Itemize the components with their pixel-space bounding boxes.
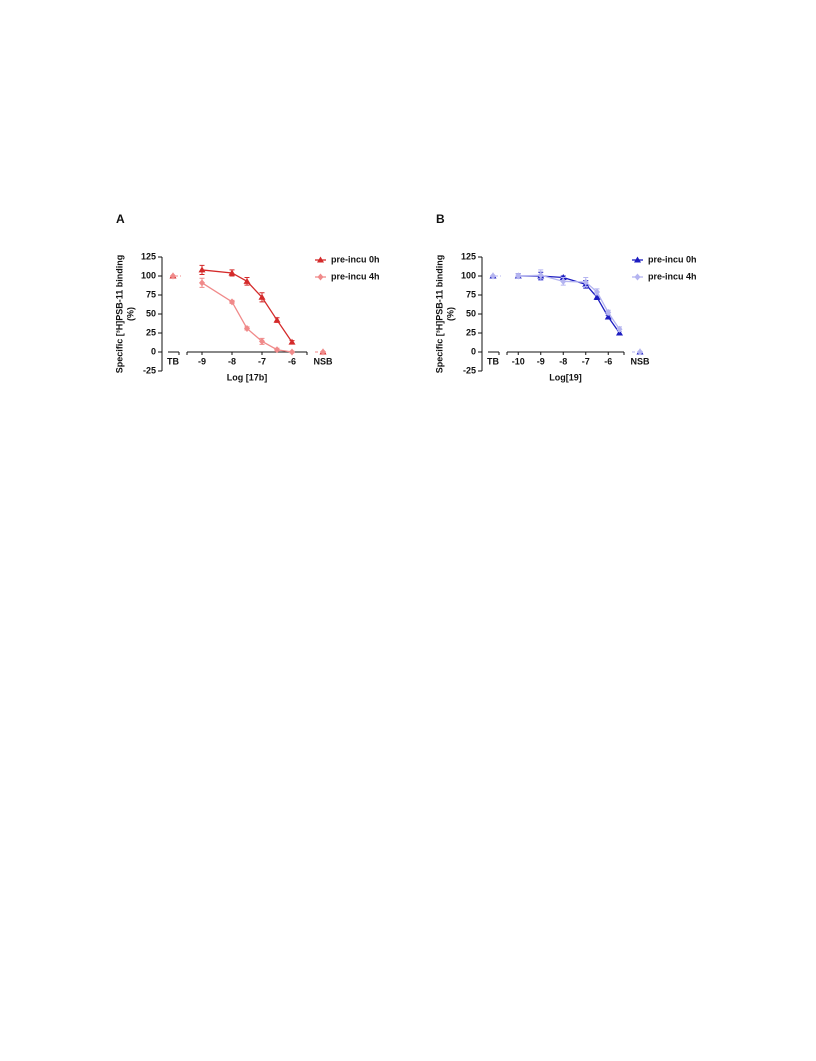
panel-label: B [436, 212, 445, 226]
y-tick-label: 100 [461, 270, 476, 280]
data-point [259, 337, 265, 345]
y-axis-label: Specific [³H]PSB-11 binding [434, 255, 444, 374]
x-break-label: NSB [313, 356, 333, 366]
data-point [616, 325, 623, 333]
y-tick-label: 125 [141, 251, 156, 261]
data-point [198, 266, 206, 273]
data-point [289, 348, 295, 356]
x-tick-label: -10 [512, 356, 525, 366]
data-point [229, 298, 235, 306]
legend-marker [317, 256, 324, 263]
data-point [243, 277, 251, 284]
data-point [604, 313, 612, 320]
nsb-point [637, 348, 643, 356]
x-tick-label: -6 [288, 356, 296, 366]
legend-label: pre-incu 4h [648, 271, 697, 281]
legend-marker [634, 256, 641, 263]
legend-marker [317, 273, 324, 281]
x-break-label: TB [487, 356, 499, 366]
data-point [228, 269, 236, 276]
chart: A -25 0 25 50 75 100 125 Specific [³H]PSB-11 bin… [114, 212, 379, 382]
x-tick-label: -8 [228, 356, 236, 366]
data-point [605, 308, 612, 316]
series-line [201, 269, 293, 343]
data-point [537, 271, 544, 279]
y-axis-label: Specific [³H]PSB-11 binding [114, 255, 124, 374]
y-tick-label: -25 [143, 365, 156, 375]
y-tick-label: 50 [146, 308, 156, 318]
x-tick-label: -6 [604, 356, 612, 366]
y-tick-label: 75 [466, 289, 476, 299]
data-point [199, 279, 205, 287]
x-tick-label: -7 [582, 356, 590, 366]
y-tick-label: 0 [471, 346, 476, 356]
data-point [593, 293, 601, 300]
x-axis-label: Log[19] [549, 372, 582, 382]
tb-point [490, 272, 496, 280]
y-tick-label: 0 [151, 346, 156, 356]
y-tick-label: 75 [146, 289, 156, 299]
legend-label: pre-incu 4h [331, 271, 380, 281]
x-break-label: TB [167, 356, 179, 366]
series-line [518, 274, 621, 330]
y-tick-label: 25 [146, 327, 156, 337]
x-tick-label: -8 [559, 356, 567, 366]
x-break-label: NSB [630, 356, 650, 366]
y-tick-label: 25 [466, 327, 476, 337]
y-axis-label: (%) [125, 307, 135, 321]
data-point [244, 324, 250, 332]
data-point [258, 293, 266, 300]
y-tick-label: 50 [466, 308, 476, 318]
y-tick-label: -25 [463, 365, 476, 375]
x-tick-label: -9 [537, 356, 545, 366]
x-axis-label: Log [17b] [227, 372, 268, 382]
data-point [274, 346, 280, 354]
nsb-point [320, 348, 326, 356]
data-point [515, 272, 522, 280]
x-tick-label: -9 [198, 356, 206, 366]
panel-label: A [116, 212, 125, 226]
y-axis-label: (%) [445, 307, 455, 321]
y-tick-label: 125 [461, 251, 476, 261]
data-point [288, 338, 296, 345]
legend-label: pre-incu 0h [648, 254, 697, 264]
legend-label: pre-incu 0h [331, 254, 380, 264]
data-point [560, 277, 567, 285]
data-point [273, 316, 281, 323]
data-point [582, 278, 589, 286]
chart: B -25 0 25 50 75 100 125 Specific [³H]PSB-11 bin… [434, 212, 696, 382]
tb-point [170, 272, 176, 280]
x-tick-label: -7 [258, 356, 266, 366]
y-tick-label: 100 [141, 270, 156, 280]
legend-marker [634, 273, 641, 281]
data-point [594, 288, 600, 296]
